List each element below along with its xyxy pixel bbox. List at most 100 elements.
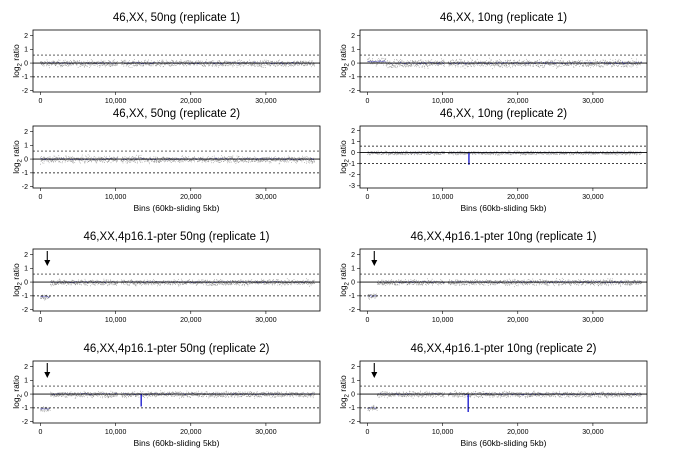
x-tick-label: 10,000 [105, 194, 127, 201]
y-axis-label: log2 ratio [11, 263, 24, 297]
panel-6: 46,XX,4p16.1-pter 10ng (replicate 1)210-… [338, 231, 647, 324]
x-tick-label: 0 [366, 429, 370, 436]
arrow-annotation [44, 363, 50, 378]
y-axis-label: log2 ratio [11, 375, 24, 409]
y-tick-label: 1 [351, 47, 355, 54]
y-tick-label: 2 [351, 128, 355, 135]
x-tick-label: 30,000 [582, 429, 604, 436]
x-tick-label: 30,000 [582, 98, 604, 105]
x-tick-label: 0 [366, 194, 370, 201]
panel-5: 46,XX,4p16.1-pter 50ng (replicate 1) 2 1 0 -… [11, 231, 320, 324]
x-tick-label: 20,000 [507, 98, 529, 105]
y-tick-label: 2 [24, 129, 28, 136]
panel-title: 46,XX, 50ng (replicate 2) [113, 108, 240, 120]
x-tick-label: 0 [366, 317, 370, 324]
y-tick-label: 1 [24, 143, 28, 150]
y-tick-label: 1 [24, 378, 28, 385]
y-tick-label: 2 [351, 33, 355, 40]
y-tick-label: 0 [24, 279, 28, 286]
smoothed-trace [41, 281, 315, 297]
y-axis-label: log2 ratio [11, 140, 24, 174]
y-tick-label: 0 [24, 60, 28, 67]
plot-frame [33, 30, 320, 92]
plot-frame [360, 249, 647, 311]
y-axis-label: log2 ratio [338, 263, 351, 297]
x-tick-label: 10,000 [432, 194, 454, 201]
panel-1: 46,XX, 50ng (replicate 1) 2 1 0 -1 -2 0 10,000 2… [11, 12, 320, 105]
y-tick-label: 1 [24, 266, 28, 273]
y-tick-label: -3 [349, 183, 355, 190]
y-tick-label: 1 [351, 139, 355, 146]
y-axis-label: log2 ratio [338, 44, 351, 78]
panel-3: 46,XX, 50ng (replicate 2) 2 1 0 -1 -2 0 10,000 2… [11, 108, 320, 213]
y-tick-label: 1 [351, 266, 355, 273]
x-tick-label: 20,000 [180, 98, 202, 105]
x-tick-label: 30,000 [255, 98, 277, 105]
x-axis-label: Bins (60kb-sliding 5kb) [134, 438, 220, 448]
panel-title: 46,XX,4p16.1-pter 50ng (replicate 2) [83, 343, 269, 355]
y-tick-label: 0 [24, 156, 28, 163]
panel-title: 46,XX,4p16.1-pter 10ng (replicate 2) [410, 343, 596, 355]
y-tick-label: -2 [349, 307, 355, 314]
plot-frame [360, 126, 647, 188]
y-tick-label: 0 [24, 391, 28, 398]
y-tick-label: 1 [351, 378, 355, 385]
arrow-annotation [44, 251, 50, 266]
plot-frame [33, 361, 320, 423]
y-axis-label: log2 ratio [338, 140, 351, 174]
panel-2: 46,XX, 10ng (replicate 1) 2 1 0 -1 -2 0 10,000 2… [338, 12, 647, 105]
y-tick-label: -1 [349, 74, 355, 81]
x-tick-label: 10,000 [105, 317, 127, 324]
y-axis-label: log2 ratio [11, 44, 24, 78]
y-tick-label: -2 [22, 184, 28, 191]
x-tick-label: 0 [39, 194, 43, 201]
x-tick-label: 30,000 [255, 317, 277, 324]
x-tick-label: 30,000 [582, 317, 604, 324]
arrow-annotation [371, 363, 377, 378]
panel-title: 46,XX, 10ng (replicate 1) [440, 12, 567, 24]
plot-frame [33, 126, 320, 188]
y-tick-label: -2 [349, 419, 355, 426]
y-tick-label: -2 [349, 172, 355, 179]
plot-frame [360, 30, 647, 92]
x-tick-label: 30,000 [255, 429, 277, 436]
x-axis-label: Bins (60kb-sliding 5kb) [134, 203, 220, 213]
x-tick-label: 10,000 [105, 429, 127, 436]
y-tick-label: 2 [24, 33, 28, 40]
x-tick-label: 0 [39, 317, 43, 324]
y-tick-label: -1 [22, 405, 28, 412]
x-tick-label: 30,000 [255, 194, 277, 201]
y-tick-label: -2 [22, 307, 28, 314]
x-tick-label: 20,000 [507, 429, 529, 436]
panel-4: 46,XX, 10ng (replicate 2)210-1-2-30 10,00… [338, 108, 647, 213]
y-tick-label: -2 [22, 419, 28, 426]
y-tick-label: 2 [351, 252, 355, 259]
panel-8: 46,XX,4p16.1-pter 10ng (replicate 2) 2 1 0 -… [338, 343, 647, 448]
y-tick-label: -2 [349, 88, 355, 95]
y-tick-label: 2 [351, 364, 355, 371]
panel-7: 46,XX,4p16.1-pter 50ng (replicate 2) 2 1 0 -… [11, 343, 320, 448]
y-tick-label: -1 [22, 170, 28, 177]
y-tick-label: 0 [351, 391, 355, 398]
x-tick-label: 20,000 [507, 317, 529, 324]
x-tick-label: 20,000 [507, 194, 529, 201]
x-axis-label: Bins (60kb-sliding 5kb) [461, 438, 547, 448]
y-axis-label: log2 ratio [338, 375, 351, 409]
x-tick-label: 0 [39, 429, 43, 436]
y-tick-label: 1 [24, 47, 28, 54]
x-axis-label: Bins (60kb-sliding 5kb) [461, 203, 547, 213]
x-tick-label: 0 [366, 98, 370, 105]
y-tick-label: -1 [349, 293, 355, 300]
x-tick-label: 10,000 [432, 98, 454, 105]
y-tick-label: -1 [22, 74, 28, 81]
y-tick-label: 0 [351, 150, 355, 157]
x-tick-label: 20,000 [180, 194, 202, 201]
y-tick-label: 2 [24, 252, 28, 259]
data-points [41, 154, 315, 164]
x-tick-label: 10,000 [432, 317, 454, 324]
smoothed-trace [368, 393, 642, 408]
panel-title: 46,XX, 50ng (replicate 1) [113, 12, 240, 24]
x-tick-label: 10,000 [105, 98, 127, 105]
y-tick-label: -1 [349, 405, 355, 412]
